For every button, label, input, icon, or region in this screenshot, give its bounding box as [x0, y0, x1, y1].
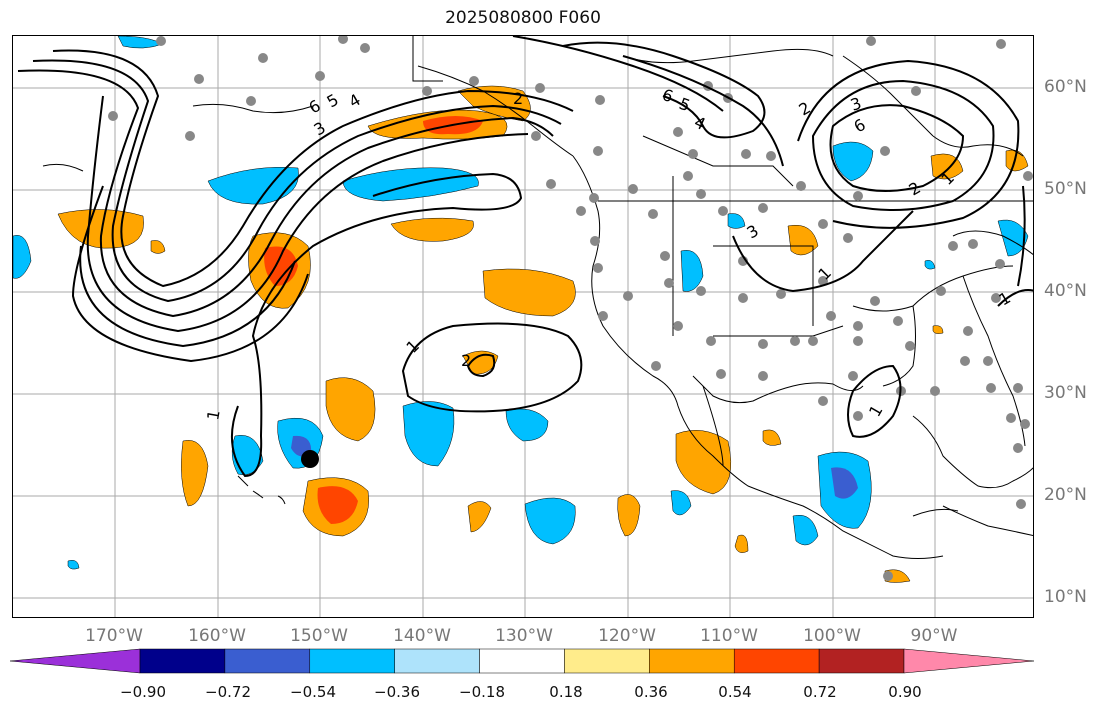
contour-label: 1 [402, 336, 423, 357]
colorbar-segment [903, 648, 1035, 674]
contour-label: 1 [203, 408, 223, 421]
contour-label: 3 [848, 93, 864, 114]
coastlines [42, 36, 1033, 559]
anomaly-negative [997, 219, 1029, 257]
anomaly-negative [207, 166, 299, 205]
colorbar-segment [818, 648, 905, 674]
anomaly-negative [670, 490, 692, 516]
anomaly-negative [67, 560, 80, 570]
colorbar-segment [9, 648, 141, 674]
colorbar-tick-label: 0.72 [803, 683, 837, 701]
location-marker [301, 450, 319, 468]
contour-label: 2 [796, 98, 814, 120]
colorbar [9, 648, 1036, 678]
anomaly-positive [325, 377, 376, 442]
colorbar-tick-label: 0.18 [549, 683, 583, 701]
lon-label: 160°W [188, 626, 246, 646]
contour-label: 2 [461, 351, 471, 370]
contour-label: 5 [677, 94, 693, 115]
colorbar-graphic [9, 648, 1035, 674]
lat-label: 50°N [1044, 179, 1087, 199]
anomaly-positive [617, 494, 641, 537]
contour-value-labels: 6 5 4 3 2 1 6 5 4 3 2 1 2 1 1 1 3 6 2 1 [203, 85, 1014, 422]
contour-label: 5 [324, 90, 342, 112]
colorbar-tick-label: −0.90 [120, 683, 166, 701]
anomaly-strong-positive [317, 486, 358, 524]
lon-label: 120°W [598, 626, 656, 646]
anomaly-positive [734, 534, 749, 553]
colorbar-segment [649, 648, 735, 674]
lat-label: 30°N [1044, 383, 1087, 403]
anomaly-positive [932, 325, 944, 334]
anomaly-positive [390, 217, 474, 242]
lat-label: 20°N [1044, 485, 1087, 505]
colorbar-tick-label: −0.54 [290, 683, 336, 701]
colorbar-tick-label: 0.54 [718, 683, 752, 701]
contour-label: 6 [851, 115, 869, 137]
contour-label: 2 [513, 89, 523, 108]
anomaly-negative [680, 250, 704, 292]
colorbar-segment [733, 648, 820, 674]
map-canvas: 6 5 4 3 2 1 6 5 4 3 2 1 2 1 1 1 3 6 2 1 [13, 36, 1033, 617]
contour-lines [17, 36, 1033, 478]
anomaly-positive [762, 429, 782, 446]
colorbar-segment [479, 648, 565, 674]
map-title: 2025080800 F060 [445, 8, 601, 28]
lon-label: 90°W [910, 626, 958, 646]
contour-label: 1 [865, 402, 887, 420]
station-dots [108, 36, 1033, 581]
contour-label: 1 [814, 263, 835, 284]
colorbar-tick-label: 0.90 [888, 683, 922, 701]
anomaly-positive [482, 268, 576, 317]
anomaly-negative [924, 260, 936, 270]
anomaly-negative [727, 213, 746, 229]
anomaly-negative [231, 435, 264, 475]
anomaly-negative [402, 401, 455, 467]
colorbar-segment [139, 648, 226, 674]
colorbar-tick-label: −0.72 [205, 683, 251, 701]
contour-label: 2 [906, 178, 924, 200]
map-panel: 6 5 4 3 2 1 6 5 4 3 2 1 2 1 1 1 3 6 2 1 [12, 35, 1034, 618]
anomaly-positive [467, 501, 492, 533]
anomaly-positive [787, 224, 819, 256]
colorbar-segment [309, 648, 395, 674]
lon-label: 110°W [700, 626, 758, 646]
anomaly-positive [675, 430, 732, 495]
anomaly-negative [13, 235, 32, 279]
shaded-anomalies [13, 36, 1029, 583]
anomaly-positive [150, 240, 166, 254]
lat-label: 10°N [1044, 587, 1087, 607]
lon-label: 150°W [290, 626, 348, 646]
lon-label: 140°W [393, 626, 451, 646]
gridlines [13, 36, 1033, 617]
colorbar-segment [224, 648, 311, 674]
anomaly-negative [832, 141, 874, 182]
anomaly-negative [505, 408, 549, 442]
colorbar-tick-label: −0.18 [459, 683, 505, 701]
colorbar-segment [394, 648, 480, 674]
anomaly-moderate-negative [831, 467, 858, 499]
lon-label: 130°W [495, 626, 553, 646]
anomaly-negative [524, 497, 576, 545]
colorbar-segment [564, 648, 650, 674]
colorbar-tick-label: 0.36 [634, 683, 668, 701]
anomaly-positive [181, 440, 209, 507]
lat-label: 40°N [1044, 281, 1087, 301]
lon-label: 100°W [803, 626, 861, 646]
lon-label: 170°W [85, 626, 143, 646]
colorbar-tick-label: −0.36 [374, 683, 420, 701]
contour-label: 6 [306, 96, 324, 118]
anomaly-positive [462, 350, 499, 375]
anomaly-negative [792, 514, 819, 546]
contour-label: 3 [744, 221, 762, 243]
anomaly-positive [457, 85, 531, 122]
contour-label: 4 [346, 90, 364, 112]
lat-label: 60°N [1044, 77, 1087, 97]
